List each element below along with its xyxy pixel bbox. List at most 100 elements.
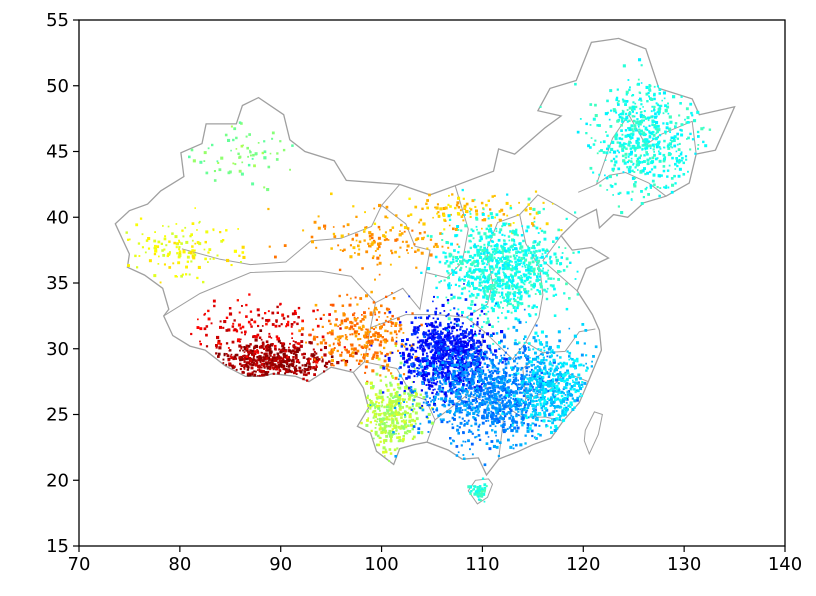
data-point <box>501 246 505 249</box>
data-point <box>313 220 317 224</box>
data-point <box>525 321 527 324</box>
data-point <box>476 339 479 342</box>
data-point <box>378 203 382 208</box>
data-point <box>339 327 342 330</box>
data-point <box>399 321 402 324</box>
data-point <box>366 396 369 400</box>
data-point <box>563 386 567 390</box>
data-point <box>434 321 437 324</box>
data-point <box>459 421 463 425</box>
data-point <box>344 348 346 351</box>
data-point <box>406 227 410 230</box>
data-point <box>519 403 522 407</box>
data-point <box>477 352 480 356</box>
data-point <box>475 341 478 344</box>
data-point <box>242 349 244 352</box>
data-point <box>507 327 510 330</box>
data-point <box>344 363 348 367</box>
data-point <box>423 357 427 361</box>
data-point <box>507 261 511 265</box>
data-point <box>230 353 233 356</box>
data-point <box>467 306 470 310</box>
data-point <box>467 419 470 422</box>
data-point <box>333 347 336 349</box>
data-point <box>443 381 446 384</box>
data-point <box>374 311 376 314</box>
data-point <box>526 279 529 281</box>
data-point <box>420 431 424 434</box>
data-point <box>379 379 383 382</box>
data-point <box>504 414 507 418</box>
data-point <box>372 255 375 258</box>
data-point <box>541 369 544 372</box>
data-point <box>226 354 230 357</box>
data-point <box>399 246 402 249</box>
data-point <box>459 374 462 377</box>
data-point <box>492 378 495 381</box>
data-point <box>416 367 419 370</box>
data-point <box>517 276 521 279</box>
data-point <box>295 349 299 353</box>
data-point <box>498 260 500 262</box>
data-point <box>401 339 405 343</box>
data-point <box>523 383 526 386</box>
data-point <box>542 207 545 211</box>
data-point <box>278 324 281 328</box>
data-point <box>473 265 476 268</box>
data-point <box>364 211 366 214</box>
data-point <box>433 370 437 374</box>
data-point <box>368 398 371 402</box>
data-point <box>491 365 495 369</box>
data-point <box>485 400 489 404</box>
data-point <box>402 435 405 438</box>
data-point <box>461 314 463 317</box>
data-point <box>376 397 379 400</box>
data-point <box>454 411 457 414</box>
data-point <box>515 397 518 401</box>
data-point <box>432 401 435 403</box>
data-point <box>576 341 580 345</box>
data-point <box>230 125 233 128</box>
data-point <box>431 364 436 368</box>
data-point <box>434 326 437 329</box>
data-point <box>382 339 385 342</box>
data-point <box>223 354 226 357</box>
data-point <box>403 226 407 230</box>
data-point <box>520 410 523 413</box>
data-point <box>404 412 407 415</box>
data-point <box>432 372 436 375</box>
data-point <box>535 355 538 358</box>
data-point <box>470 430 473 433</box>
data-point <box>406 244 410 248</box>
data-point <box>558 418 562 421</box>
data-point <box>280 349 282 352</box>
data-point <box>271 366 274 369</box>
data-point <box>494 425 497 428</box>
data-point <box>438 281 441 284</box>
data-point <box>499 377 504 381</box>
data-point <box>453 322 456 325</box>
data-point <box>373 328 375 331</box>
data-point <box>367 336 370 339</box>
data-point <box>495 417 499 421</box>
data-point <box>365 344 369 348</box>
data-point <box>379 440 382 443</box>
data-point <box>577 381 580 384</box>
data-point <box>469 353 472 357</box>
data-point <box>495 407 499 411</box>
data-point <box>468 413 471 416</box>
data-point <box>309 357 312 361</box>
data-point <box>346 223 350 227</box>
data-point <box>516 255 518 257</box>
data-point <box>476 370 479 373</box>
data-point <box>474 245 478 249</box>
data-point <box>527 313 531 316</box>
data-point <box>515 244 517 247</box>
data-point <box>196 241 200 244</box>
data-point <box>483 463 487 467</box>
data-point <box>470 312 474 316</box>
data-point <box>432 339 435 342</box>
data-point <box>434 336 436 339</box>
data-point <box>489 212 493 216</box>
data-point <box>450 389 453 393</box>
